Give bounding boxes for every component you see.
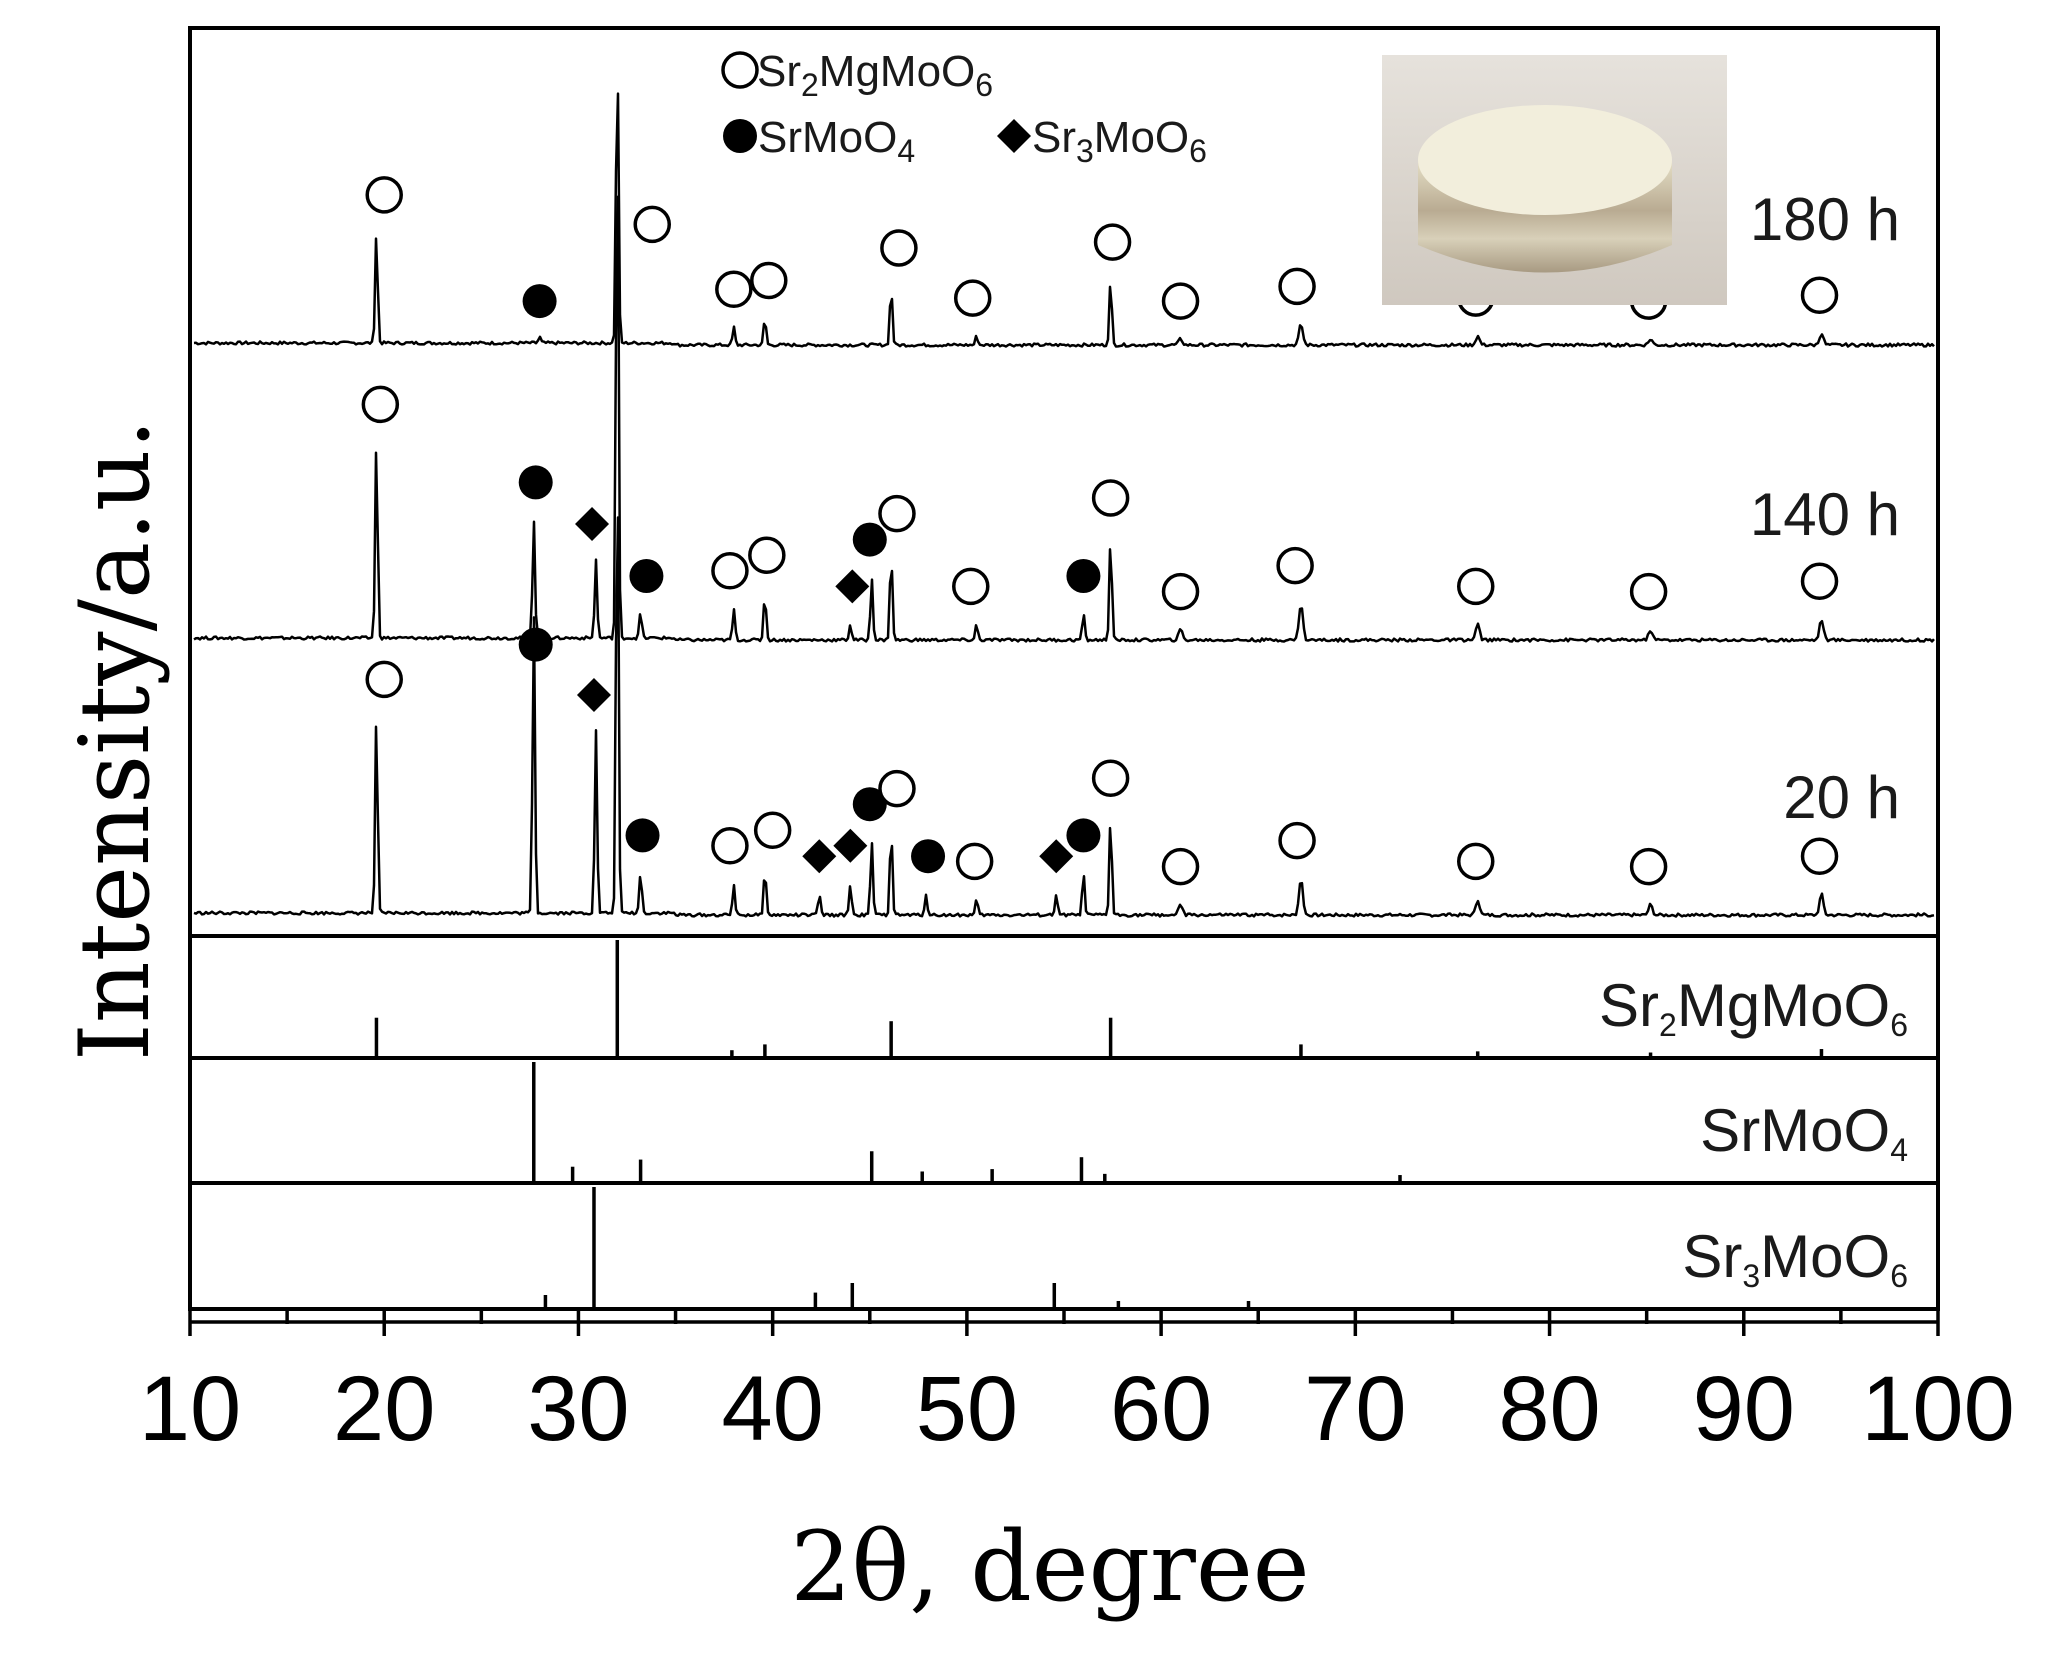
phase-marker	[365, 660, 403, 699]
reference-SrMoO4: SrMoO4	[188, 1056, 1940, 1185]
phase-marker	[953, 279, 992, 317]
phase-marker	[753, 811, 792, 849]
reference-label: Sr3MoO6	[1682, 1223, 1908, 1294]
reference-frame	[188, 1056, 1940, 1185]
reference-panels: Sr2MgMoO6 SrMoO4 Sr3MoO6	[188, 934, 1940, 1311]
phase-marker	[711, 552, 749, 590]
x-tick-label: 30	[527, 1358, 629, 1460]
phase-marker	[715, 270, 753, 309]
phase-marker	[833, 828, 868, 863]
pattern-trace	[193, 195, 1935, 643]
pattern-180h: 180 h	[193, 92, 1935, 348]
phase-marker	[575, 507, 610, 541]
phase-marker	[518, 627, 553, 662]
inset-photo	[1382, 55, 1727, 305]
phase-marker	[1800, 837, 1839, 875]
phase-marker	[522, 284, 557, 319]
phase-marker	[1800, 276, 1839, 314]
phase-marker	[1161, 572, 1200, 611]
series-label: 180 h	[1750, 186, 1900, 253]
phase-marker	[633, 205, 671, 244]
legend-marker	[723, 119, 757, 153]
phase-marker	[1066, 559, 1101, 593]
legend-marker	[997, 119, 1031, 153]
phase-marker	[852, 522, 887, 557]
x-tick-label: 60	[1110, 1358, 1212, 1460]
phase-marker	[1629, 847, 1668, 886]
phase-marker	[952, 567, 990, 606]
x-axis-label: 2θ, degree	[790, 1511, 1309, 1623]
series-label: 20 h	[1783, 764, 1900, 831]
y-axis-label: Intensity/a.u.	[59, 419, 171, 1061]
x-tick-label: 10	[139, 1358, 241, 1460]
x-tick-label: 70	[1304, 1358, 1406, 1460]
phase-marker	[1161, 282, 1200, 320]
phase-marker	[750, 261, 788, 300]
pattern-trace	[193, 92, 1935, 348]
series-label: 140 h	[1750, 481, 1900, 548]
pattern-140h: 140 h	[193, 195, 1935, 643]
reference-Sr3MoO6: Sr3MoO6	[188, 1181, 1940, 1311]
legend-label: SrMoO4	[758, 113, 915, 169]
phase-marker	[711, 827, 749, 865]
phase-marker	[878, 769, 916, 808]
phase-marker	[1091, 759, 1130, 797]
plot-area: 180 h 140 h 20 h	[188, 26, 1940, 938]
pellet-top	[1418, 105, 1672, 215]
legend-label: Sr2MgMoO6	[757, 47, 993, 103]
phase-marker	[911, 839, 946, 874]
phase-marker	[1457, 842, 1495, 881]
legend-marker	[721, 51, 759, 89]
legend: Sr2MgMoO6 SrMoO4 Sr3MoO6	[721, 47, 1207, 169]
reference-frame	[188, 1181, 1940, 1311]
x-tick-label: 100	[1861, 1358, 2015, 1460]
reference-label: Sr2MgMoO6	[1599, 972, 1908, 1043]
phase-marker	[365, 176, 403, 214]
phase-marker	[878, 494, 916, 533]
phase-marker	[1161, 847, 1200, 886]
x-tick-label: 20	[333, 1358, 435, 1460]
x-tick-label: 40	[721, 1358, 823, 1460]
phase-marker	[880, 229, 918, 267]
phase-marker	[1629, 572, 1668, 611]
phase-marker	[748, 536, 786, 574]
phase-marker	[1093, 223, 1132, 261]
phase-marker	[361, 385, 400, 424]
phase-marker	[1091, 479, 1130, 517]
phase-marker	[1800, 562, 1839, 600]
pattern-20h: 20 h	[193, 516, 1935, 918]
phase-marker	[1066, 818, 1101, 853]
x-tick-label: 50	[916, 1358, 1018, 1460]
phase-marker	[1276, 546, 1314, 585]
phase-marker	[835, 569, 870, 604]
phase-marker	[802, 839, 837, 874]
phase-marker	[1278, 821, 1316, 860]
phase-marker	[1278, 267, 1316, 306]
phase-marker	[1457, 567, 1495, 606]
x-tick-label: 90	[1693, 1358, 1795, 1460]
phase-marker	[629, 559, 664, 593]
phase-marker	[576, 678, 611, 712]
pattern-trace	[193, 516, 1935, 918]
x-axis: 10 20 30 40 50 60 70 80 90 100	[139, 1309, 2015, 1460]
phase-marker	[1039, 839, 1074, 874]
legend-label: Sr3MoO6	[1032, 113, 1207, 169]
reference-Sr2MgMoO6: Sr2MgMoO6	[188, 934, 1940, 1060]
x-tick-label: 80	[1498, 1358, 1600, 1460]
phase-marker	[518, 465, 553, 500]
phase-marker	[955, 842, 994, 881]
phase-marker	[852, 787, 887, 822]
reference-label: SrMoO4	[1700, 1097, 1908, 1168]
phase-marker	[625, 818, 660, 853]
